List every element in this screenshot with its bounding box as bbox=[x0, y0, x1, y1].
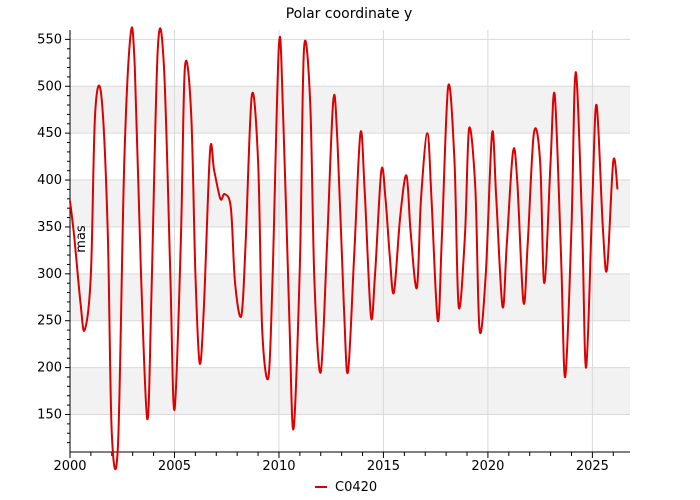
y-tick-label: 350 bbox=[37, 220, 62, 235]
x-tick-label: 2020 bbox=[471, 459, 504, 474]
x-tick-label: 2010 bbox=[262, 459, 295, 474]
chart-title: Polar coordinate y bbox=[286, 6, 413, 22]
background-bands bbox=[70, 30, 630, 415]
tick-marks bbox=[65, 38, 614, 458]
y-tick-label: 300 bbox=[37, 267, 62, 282]
grid-band bbox=[70, 367, 630, 415]
y-tick-label: 250 bbox=[37, 314, 62, 329]
y-tick-label: 150 bbox=[37, 407, 62, 422]
series-layer bbox=[69, 26, 619, 471]
y-tick-label: 550 bbox=[37, 32, 62, 47]
x-tick-label: 2005 bbox=[158, 459, 191, 474]
axes bbox=[69, 30, 630, 453]
y-tick-label: 400 bbox=[37, 173, 62, 188]
grid-band bbox=[70, 180, 630, 227]
y-axis-label: mas bbox=[74, 225, 89, 253]
grid-band-top bbox=[70, 30, 630, 40]
x-tick-label: 2025 bbox=[576, 459, 609, 474]
grid-band bbox=[70, 273, 630, 321]
y-tick-label: 450 bbox=[37, 126, 62, 141]
tick-labels: 150 200 250 300 350 400 450 500 550 2000 2005 2010 2… bbox=[37, 32, 609, 474]
series-line-c0420 bbox=[69, 26, 619, 471]
y-tick-label: 200 bbox=[37, 361, 62, 376]
legend-label-c0420: C0420 bbox=[335, 480, 377, 495]
x-tick-label: 2015 bbox=[367, 459, 400, 474]
x-tick-label: 2000 bbox=[53, 459, 86, 474]
y-tick-label: 500 bbox=[37, 79, 62, 94]
grid-band bbox=[70, 86, 630, 134]
legend[interactable]: C0420 bbox=[315, 480, 377, 495]
